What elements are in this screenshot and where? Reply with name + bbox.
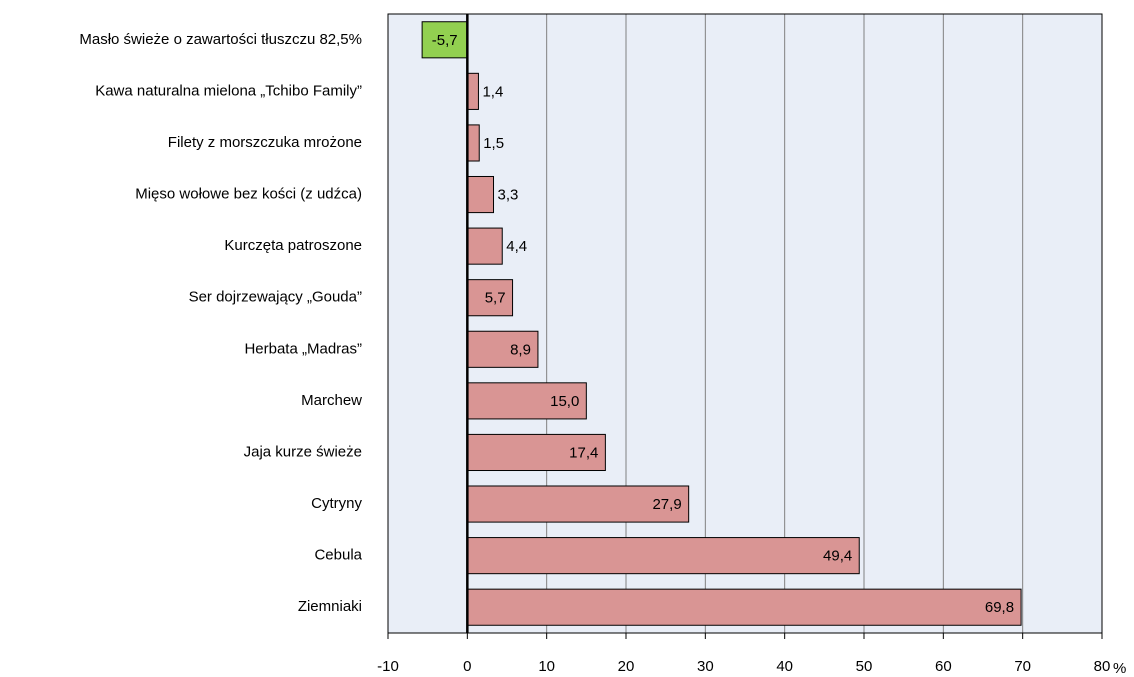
data-label: 1,4 — [482, 83, 503, 100]
y-tick-label: Kawa naturalna mielona „Tchibo Family” — [95, 82, 362, 99]
data-label: 27,9 — [652, 496, 681, 513]
y-tick-label: Cytryny — [311, 495, 362, 512]
bar — [466, 279, 514, 317]
x-tick-label: 0 — [463, 658, 471, 675]
y-tick-label: Jaja kurze świeże — [244, 443, 362, 460]
data-label: 1,5 — [483, 135, 504, 152]
y-tick-label: Kurczęta patroszone — [224, 237, 362, 254]
y-tick-label: Herbata „Madras” — [244, 340, 362, 357]
bar — [466, 227, 503, 265]
x-tick-label: 20 — [618, 658, 635, 675]
x-tick-label: 80 — [1094, 658, 1111, 675]
x-tick-label: 30 — [697, 658, 714, 675]
x-axis-unit: % — [1113, 660, 1126, 677]
data-label: 5,7 — [485, 290, 506, 307]
y-tick-label: Ser dojrzewający „Gouda” — [189, 289, 362, 306]
bar — [466, 382, 587, 420]
y-tick-label: Masło świeże o zawartości tłuszczu 82,5% — [79, 31, 362, 48]
y-tick-label: Cebula — [314, 547, 362, 564]
bar — [466, 72, 479, 110]
x-tick-label: 50 — [856, 658, 873, 675]
bar — [466, 485, 690, 523]
plot-area — [388, 14, 1102, 633]
bar — [466, 433, 606, 472]
data-label: -5,7 — [432, 32, 458, 49]
bar — [466, 175, 495, 214]
bar — [466, 588, 1022, 626]
data-label: 69,8 — [985, 599, 1014, 616]
bar — [466, 124, 480, 162]
bar — [421, 21, 468, 59]
y-tick-label: Ziemniaki — [298, 598, 362, 615]
x-tick-label: 40 — [776, 658, 793, 675]
plot-border — [387, 13, 1103, 634]
bar — [466, 537, 860, 575]
x-tick-label: 70 — [1014, 658, 1031, 675]
bar — [466, 330, 539, 368]
y-tick-label: Mięso wołowe bez kości (z udźca) — [135, 186, 362, 203]
x-tick-label: 60 — [935, 658, 952, 675]
x-tick-label: 10 — [538, 658, 555, 675]
y-tick-label: Marchew — [301, 392, 362, 409]
x-tick-label: -10 — [377, 658, 399, 675]
data-label: 4,4 — [506, 238, 527, 255]
y-tick-label: Filety z morszczuka mrożone — [168, 134, 362, 151]
data-label: 8,9 — [510, 341, 531, 358]
data-label: 17,4 — [569, 444, 598, 461]
data-label: 3,3 — [498, 187, 519, 204]
data-label: 49,4 — [823, 548, 852, 565]
data-label: 15,0 — [550, 393, 579, 410]
